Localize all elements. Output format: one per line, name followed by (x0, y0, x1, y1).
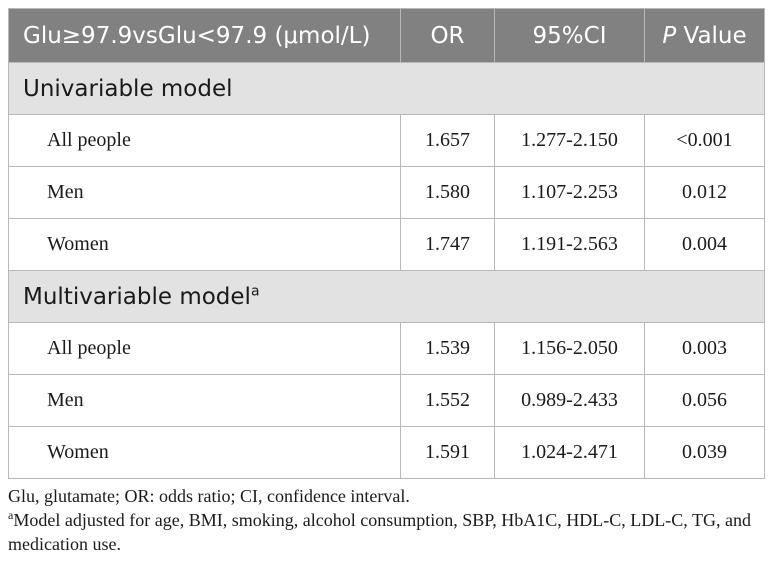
row-or: 1.539 (400, 322, 495, 375)
row-label: Men (8, 374, 401, 427)
section-title: Univariable model (23, 75, 233, 102)
row-or: 1.580 (400, 166, 495, 219)
header-group: Glu≥97.9vsGlu<97.9 (μmol/L) (8, 8, 401, 63)
row-ci: 0.989-2.433 (494, 374, 645, 427)
header-ci: 95%CI (494, 8, 645, 63)
row-p: 0.012 (644, 166, 765, 219)
row-or: 1.591 (400, 426, 495, 479)
header-row: Glu≥97.9vsGlu<97.9 (μmol/L) OR 95%CI P V… (8, 8, 765, 63)
row-label: Men (8, 166, 401, 219)
row-p: <0.001 (644, 114, 765, 167)
table-row: All people 1.539 1.156-2.050 0.003 (8, 322, 765, 375)
table-row: Men 1.580 1.107-2.253 0.012 (8, 166, 765, 219)
row-or: 1.657 (400, 114, 495, 167)
header-or: OR (400, 8, 495, 63)
footnote-abbreviations: Glu, glutamate; OR: odds ratio; CI, conf… (8, 486, 410, 506)
footnote-adjustment-text: Model adjusted for age, BMI, smoking, al… (8, 510, 751, 554)
row-ci: 1.156-2.050 (494, 322, 645, 375)
row-label: All people (8, 114, 401, 167)
results-table: Glu≥97.9vsGlu<97.9 (μmol/L) OR 95%CI P V… (8, 8, 765, 479)
header-p-value: P Value (644, 8, 765, 63)
row-label: Women (8, 218, 401, 271)
row-p: 0.056 (644, 374, 765, 427)
table-footnotes: Glu, glutamate; OR: odds ratio; CI, conf… (8, 484, 768, 556)
row-or: 1.747 (400, 218, 495, 271)
table-row: Women 1.591 1.024-2.471 0.039 (8, 426, 765, 479)
section-row-univariable: Univariable model (8, 62, 765, 115)
section-title: Multivariable model (23, 283, 251, 310)
row-label: Women (8, 426, 401, 479)
row-ci: 1.107-2.253 (494, 166, 645, 219)
row-or: 1.552 (400, 374, 495, 427)
row-p: 0.039 (644, 426, 765, 479)
header-p-italic: P (662, 22, 677, 49)
header-p-rest: Value (676, 22, 747, 49)
section-row-multivariable: Multivariable modela (8, 270, 765, 323)
footnote-marker: a (250, 282, 260, 299)
table-row: All people 1.657 1.277-2.150 <0.001 (8, 114, 765, 167)
row-p: 0.003 (644, 322, 765, 375)
footnote-marker: a (8, 508, 14, 522)
row-ci: 1.191-2.563 (494, 218, 645, 271)
table-row: Women 1.747 1.191-2.563 0.004 (8, 218, 765, 271)
footnote-adjustment: aModel adjusted for age, BMI, smoking, a… (8, 508, 768, 556)
row-ci: 1.277-2.150 (494, 114, 645, 167)
row-ci: 1.024-2.471 (494, 426, 645, 479)
row-label: All people (8, 322, 401, 375)
row-p: 0.004 (644, 218, 765, 271)
table-row: Men 1.552 0.989-2.433 0.056 (8, 374, 765, 427)
